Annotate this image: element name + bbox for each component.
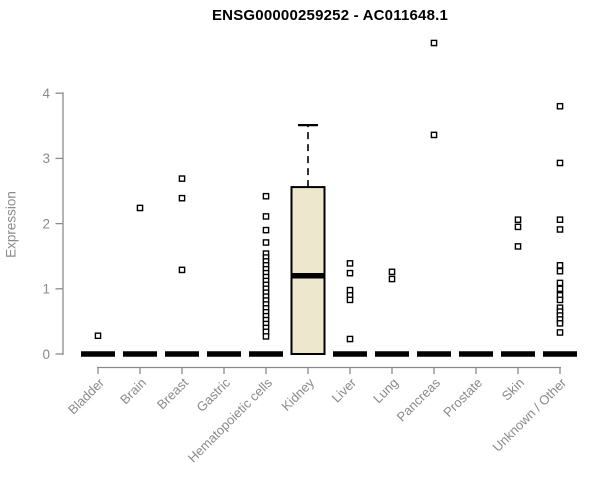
outlier-point [136, 204, 144, 212]
median-line [207, 351, 241, 357]
y-tick-label: 4 [42, 86, 50, 101]
outlier-point [262, 192, 270, 200]
outlier-point [346, 286, 354, 294]
outlier-point [262, 213, 270, 220]
outlier-point [346, 296, 354, 304]
outlier-point [556, 159, 564, 167]
outlier-point [556, 285, 564, 293]
outlier-point [556, 102, 564, 110]
median-line [375, 351, 409, 357]
median-line [459, 351, 493, 357]
median-line [333, 351, 367, 357]
x-tick-label: Liver [329, 375, 360, 406]
median-line [417, 351, 451, 357]
x-tick-label: Brain [117, 375, 149, 407]
outlier-point [430, 39, 438, 47]
median-line [81, 351, 115, 357]
x-tick-label: Pancreas [394, 375, 444, 425]
box [290, 186, 326, 355]
chart-title: ENSG00000259252 - AC011648.1 [211, 7, 449, 24]
y-tick-label: 2 [42, 216, 50, 231]
outlier-point [346, 335, 354, 343]
outlier-point [262, 239, 270, 246]
median-line [165, 351, 199, 357]
median-line [123, 351, 157, 357]
y-tick-label: 3 [42, 151, 50, 166]
outlier-point [388, 268, 396, 276]
outlier-point [388, 275, 396, 283]
outlier-point [556, 216, 564, 223]
x-tick-label: Skin [499, 375, 527, 403]
median-line [501, 351, 535, 357]
y-tick-label: 0 [42, 347, 50, 362]
outlier-point [346, 269, 354, 277]
x-tick-label: Prostate [440, 375, 485, 420]
x-tick-label: Gastric [193, 375, 233, 415]
outlier-point [94, 332, 102, 340]
outlier-point [556, 262, 564, 269]
outlier-point [178, 266, 186, 274]
outlier-point [514, 223, 522, 231]
outlier-point [262, 226, 270, 234]
median-line [543, 351, 577, 357]
outlier-point [178, 194, 186, 202]
outlier-point [556, 320, 564, 327]
outlier-point [178, 175, 186, 182]
outlier-point [556, 267, 564, 275]
outlier-point [262, 333, 270, 340]
x-tick-label: Lung [370, 375, 401, 406]
outlier-point [556, 226, 564, 233]
outlier-point [556, 296, 564, 304]
outlier-point [430, 131, 438, 139]
outlier-point [514, 243, 522, 250]
outlier-point [556, 329, 564, 336]
x-tick-label: Breast [154, 375, 191, 412]
outlier-point [556, 279, 564, 287]
outlier-point [346, 260, 354, 267]
x-tick-label: Unknown / Other [490, 375, 570, 455]
median-line [291, 273, 325, 279]
x-tick-label: Bladder [65, 375, 108, 418]
median-line [249, 351, 283, 357]
y-tick-label: 1 [42, 282, 50, 297]
x-tick-label: Kidney [278, 375, 317, 414]
outlier-point [514, 216, 522, 223]
